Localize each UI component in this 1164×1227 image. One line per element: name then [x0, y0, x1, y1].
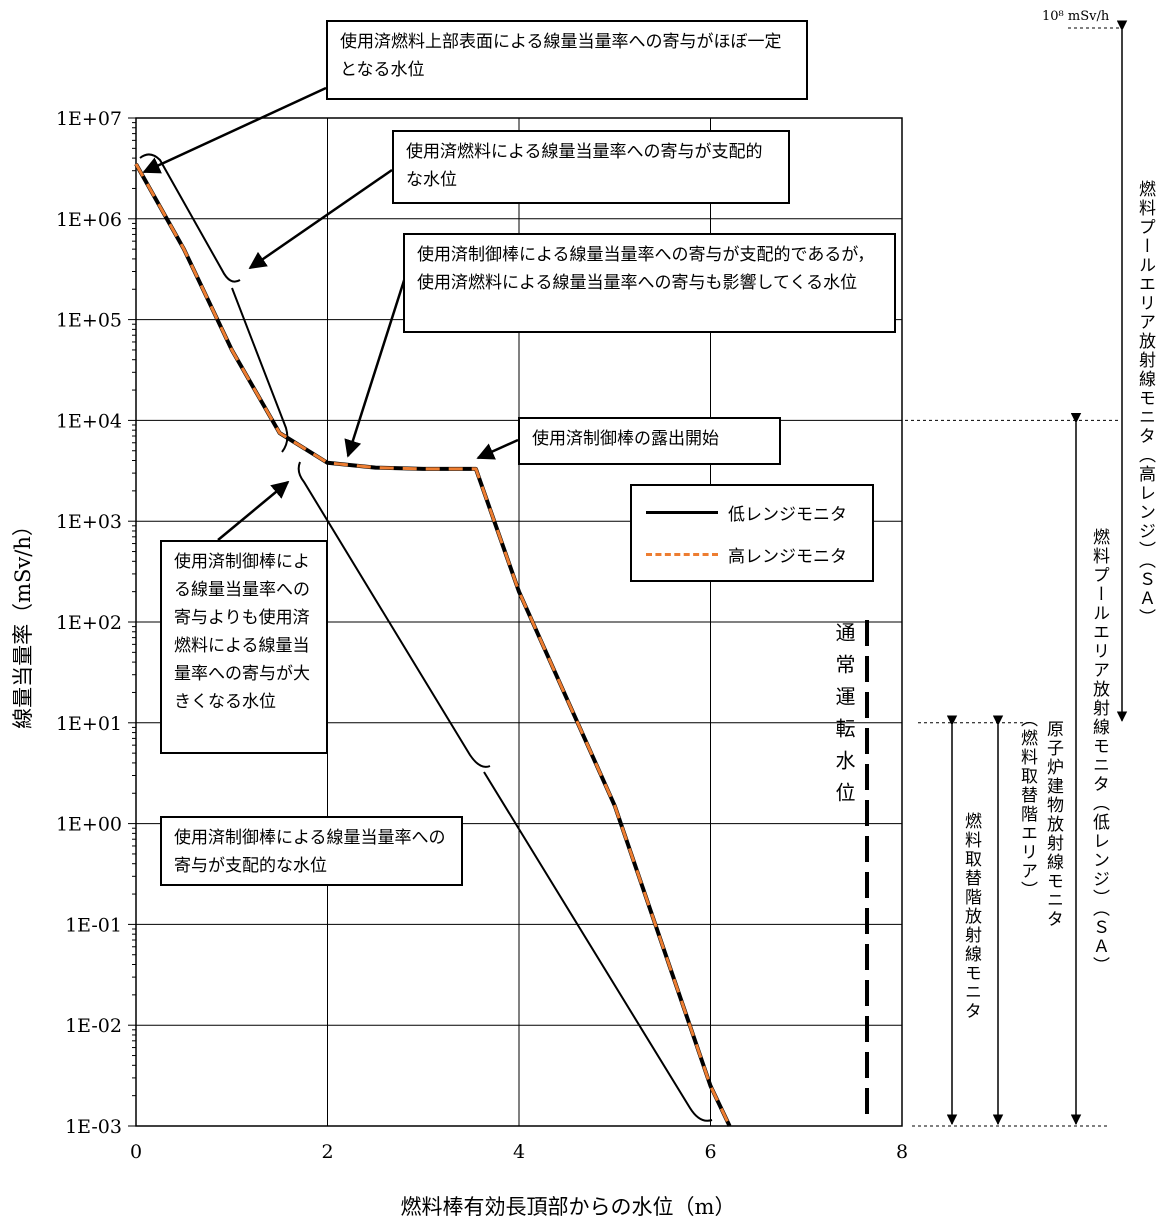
y-tick-label: 1E+05	[56, 310, 122, 332]
leader-arrow	[476, 438, 519, 460]
legend-swatch-high	[646, 552, 718, 556]
y-tick-labels: 1E-03 1E-02 1E-01 1E+00 1E+01 1E+02 1E+03 1E+04…	[56, 108, 122, 1138]
y-tick-label: 1E+04	[56, 410, 122, 432]
range-label-fuel-pool-high: 燃料プールエリア放射線モニタ（高レンジ）（ＳＡ）	[1135, 180, 1155, 628]
y-tick-label: 1E+00	[56, 814, 122, 836]
x-tick-labels: 0 2 4 6 8	[130, 1141, 908, 1163]
leader-arrow	[344, 267, 410, 458]
callout-fuel-exceeds-rod: 使用済制御棒による線量当量率への寄与よりも使用済燃料による線量当量率への寄与が大…	[160, 540, 328, 754]
y-tick-label: 1E-03	[65, 1116, 122, 1138]
leader-arrow	[142, 86, 327, 174]
legend-item-high-range: 高レンジモニタ	[646, 542, 847, 567]
legend-swatch-low	[646, 510, 718, 514]
callout-leaders	[139, 86, 713, 1122]
y-tick-label: 1E+07	[56, 108, 122, 130]
series-lines	[134, 163, 732, 1127]
leader-arrow	[217, 480, 290, 541]
top-scale-label: 10⁸ mSv/h	[1042, 9, 1110, 24]
callout-rod-dominant: 使用済制御棒による線量当量率への寄与が支配的な水位	[160, 816, 463, 886]
y-tick-label: 1E+06	[56, 209, 122, 231]
y-tick-label: 1E-02	[65, 1015, 122, 1037]
legend-item-low-range: 低レンジモニタ	[646, 500, 847, 525]
callout-brace	[297, 461, 713, 1122]
x-axis-label: 燃料棒有効長頂部からの水位（m）	[401, 1195, 736, 1219]
legend: 低レンジモニタ 高レンジモニタ	[630, 484, 874, 582]
callout-rod-exposure-start: 使用済制御棒の露出開始	[518, 417, 781, 465]
y-tick-label: 1E+01	[56, 713, 122, 735]
x-tick-label: 4	[513, 1141, 525, 1163]
plot-frame	[135, 117, 903, 1127]
x-tick-label: 8	[896, 1141, 908, 1163]
range-arrows	[905, 20, 1128, 1127]
normal-water-level-label: 通常運転水位	[832, 622, 856, 814]
y-tick-label: 1E+02	[56, 612, 122, 634]
y-axis-label: 線量当量率（mSv/h）	[11, 515, 35, 729]
leader-arrow	[248, 168, 393, 270]
series-line-high-range	[134, 163, 731, 1127]
x-tick-label: 6	[704, 1141, 716, 1163]
callout-rod-dominant-with-fuel: 使用済制御棒による線量当量率への寄与が支配的であるが，使用済燃料による線量当量率…	[403, 233, 896, 333]
callout-fuel-dominant: 使用済燃料による線量当量率への寄与が支配的な水位	[392, 130, 790, 204]
callout-fuel-surface: 使用済燃料上部表面による線量当量率への寄与がほぼ一定となる水位	[326, 20, 808, 100]
legend-label-low: 低レンジモニタ	[728, 504, 847, 525]
range-label-refueling-floor: 燃料取替階放射線モニタ	[961, 812, 981, 1021]
legend-label-high: 高レンジモニタ	[728, 546, 847, 567]
range-label-fuel-pool-low: 燃料プールエリア放射線モニタ（低レンジ）（ＳＡ）	[1089, 528, 1109, 976]
x-tick-label: 2	[321, 1141, 333, 1163]
y-tick-label: 1E+03	[56, 511, 122, 533]
y-tick-label: 1E-01	[65, 914, 122, 936]
range-label-reactor-building-area: （燃料取替階エリア）	[1017, 710, 1037, 900]
x-tick-label: 0	[130, 1141, 142, 1163]
range-label-reactor-building: 原子炉建物放射線モニタ	[1043, 720, 1063, 929]
